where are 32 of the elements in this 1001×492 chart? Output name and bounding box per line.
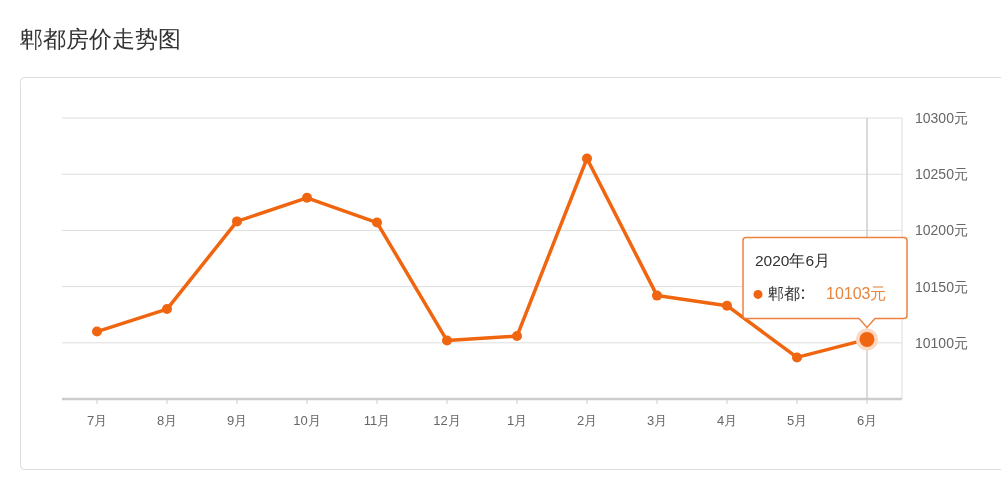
data-label: 10103元 [826,285,887,303]
point [652,290,662,301]
point [92,326,102,337]
point [512,331,522,342]
x-tick-label: 12月 [433,413,461,428]
point [372,217,382,228]
x-tick-label: 3月 [646,413,668,428]
x-tick-label: 4月 [716,413,738,428]
y-tick-label: 10100元 [915,334,968,351]
point [162,304,172,315]
point [302,192,312,203]
point [232,216,242,227]
x-tick-label: 6月 [856,413,878,428]
x-tick-label: 1月 [506,413,528,428]
x-tick-label: 2月 [576,413,598,428]
x-tick-label: 7月 [86,413,108,428]
point [582,153,592,164]
y-tick-label: 10300元 [915,110,968,126]
point [442,335,452,346]
y-tick-label: 10150元 [915,278,968,295]
point [722,300,732,311]
y-tick-label: 10250元 [915,166,968,183]
x-tick-label: 11月 [363,413,391,428]
x-tick-label: 8月 [156,413,178,428]
legend-label: 郫都 [768,285,800,303]
x-tick-label: 10月 [293,413,321,428]
annotation: 2020年6月 [755,252,831,270]
x-tick-label: 5月 [786,413,808,428]
point [792,352,802,363]
y-tick-label: 10200元 [915,222,968,239]
x-tick-label: 9月 [226,413,248,428]
chart-title: 郫都房价走势图 [20,26,181,52]
